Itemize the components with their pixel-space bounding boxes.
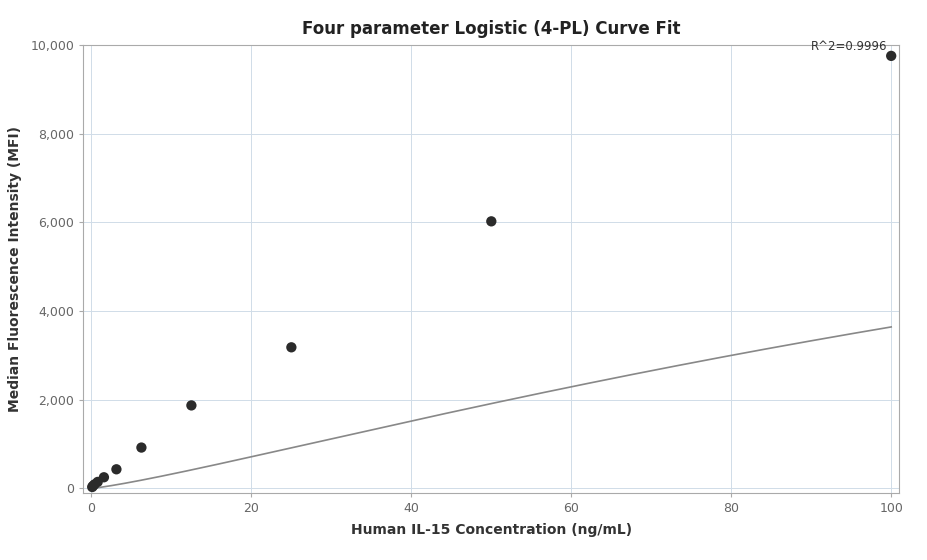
Point xyxy=(90,478,105,487)
Text: R^2=0.9996: R^2=0.9996 xyxy=(811,40,887,53)
Point xyxy=(109,465,124,474)
Point xyxy=(134,443,149,452)
Point xyxy=(284,343,298,352)
Point xyxy=(883,52,898,60)
Point xyxy=(96,473,111,482)
Point xyxy=(87,480,102,489)
X-axis label: Human IL-15 Concentration (ng/mL): Human IL-15 Concentration (ng/mL) xyxy=(350,523,632,537)
Point xyxy=(85,482,100,491)
Title: Four parameter Logistic (4-PL) Curve Fit: Four parameter Logistic (4-PL) Curve Fit xyxy=(302,20,680,38)
Point xyxy=(484,217,499,226)
Point xyxy=(184,401,198,410)
Y-axis label: Median Fluorescence Intensity (MFI): Median Fluorescence Intensity (MFI) xyxy=(8,126,22,412)
Point xyxy=(84,483,99,492)
